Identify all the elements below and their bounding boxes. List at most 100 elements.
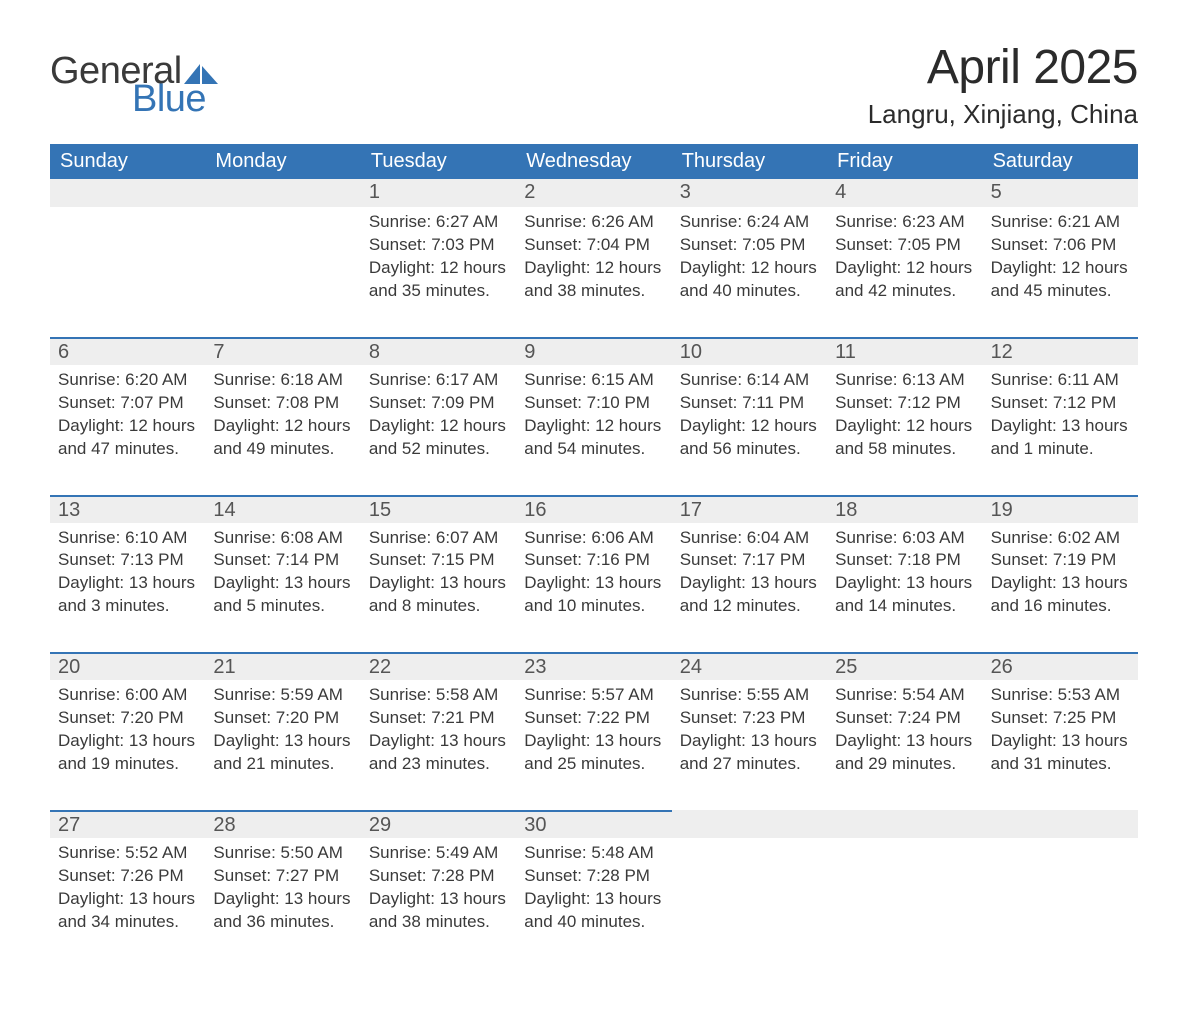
day-sunset-text: Sunset: 7:23 PM [680,707,819,730]
day-day1-text: Daylight: 13 hours [991,730,1130,753]
calendar-day: 8Sunrise: 6:17 AMSunset: 7:09 PMDaylight… [361,337,516,495]
calendar-day: 18Sunrise: 6:03 AMSunset: 7:18 PMDayligh… [827,495,982,653]
calendar-day: 21Sunrise: 5:59 AMSunset: 7:20 PMDayligh… [205,652,360,810]
day-day2-text: and 29 minutes. [835,753,974,776]
day-number-bar: 7 [205,337,360,365]
day-of-week-header: Wednesday [516,144,671,179]
day-day1-text: Daylight: 12 hours [835,415,974,438]
calendar-day: 1Sunrise: 6:27 AMSunset: 7:03 PMDaylight… [361,179,516,337]
day-sunset-text: Sunset: 7:14 PM [213,549,352,572]
day-sunset-text: Sunset: 7:28 PM [524,865,663,888]
day-day2-text: and 47 minutes. [58,438,197,461]
day-day1-text: Daylight: 12 hours [680,415,819,438]
day-sunset-text: Sunset: 7:21 PM [369,707,508,730]
calendar-day: 26Sunrise: 5:53 AMSunset: 7:25 PMDayligh… [983,652,1138,810]
calendar-day-blank [205,179,360,337]
day-sunrise-text: Sunrise: 6:18 AM [213,369,352,392]
day-details: Sunrise: 6:23 AMSunset: 7:05 PMDaylight:… [827,207,982,303]
calendar-day: 5Sunrise: 6:21 AMSunset: 7:06 PMDaylight… [983,179,1138,337]
day-details: Sunrise: 6:10 AMSunset: 7:13 PMDaylight:… [50,523,205,619]
calendar-day: 11Sunrise: 6:13 AMSunset: 7:12 PMDayligh… [827,337,982,495]
day-number-bar [983,810,1138,838]
day-sunrise-text: Sunrise: 5:53 AM [991,684,1130,707]
day-day1-text: Daylight: 12 hours [58,415,197,438]
day-number-bar: 26 [983,652,1138,680]
day-sunrise-text: Sunrise: 6:26 AM [524,211,663,234]
day-sunset-text: Sunset: 7:10 PM [524,392,663,415]
day-day2-text: and 49 minutes. [213,438,352,461]
day-sunrise-text: Sunrise: 6:21 AM [991,211,1130,234]
day-number-bar: 1 [361,179,516,207]
day-sunrise-text: Sunrise: 6:20 AM [58,369,197,392]
day-day1-text: Daylight: 13 hours [835,730,974,753]
day-day2-text: and 8 minutes. [369,595,508,618]
day-number-bar: 16 [516,495,671,523]
day-details: Sunrise: 6:17 AMSunset: 7:09 PMDaylight:… [361,365,516,461]
brand-logo: General Blue [50,40,218,118]
day-sunset-text: Sunset: 7:08 PM [213,392,352,415]
day-sunrise-text: Sunrise: 6:06 AM [524,527,663,550]
day-day2-text: and 16 minutes. [991,595,1130,618]
day-sunset-text: Sunset: 7:04 PM [524,234,663,257]
day-day1-text: Daylight: 13 hours [680,572,819,595]
calendar-day: 19Sunrise: 6:02 AMSunset: 7:19 PMDayligh… [983,495,1138,653]
day-day1-text: Daylight: 13 hours [58,730,197,753]
day-number-bar: 20 [50,652,205,680]
day-sunrise-text: Sunrise: 6:03 AM [835,527,974,550]
calendar-day: 13Sunrise: 6:10 AMSunset: 7:13 PMDayligh… [50,495,205,653]
day-day2-text: and 36 minutes. [213,911,352,934]
day-number-bar: 8 [361,337,516,365]
day-number-bar: 14 [205,495,360,523]
day-of-week-header: Monday [205,144,360,179]
day-day2-text: and 40 minutes. [524,911,663,934]
calendar-day: 24Sunrise: 5:55 AMSunset: 7:23 PMDayligh… [672,652,827,810]
day-day2-text: and 14 minutes. [835,595,974,618]
day-number-bar: 27 [50,810,205,838]
day-sunrise-text: Sunrise: 5:57 AM [524,684,663,707]
day-details: Sunrise: 6:21 AMSunset: 7:06 PMDaylight:… [983,207,1138,303]
day-day2-text: and 3 minutes. [58,595,197,618]
day-day1-text: Daylight: 12 hours [835,257,974,280]
day-day1-text: Daylight: 13 hours [369,730,508,753]
day-details: Sunrise: 5:54 AMSunset: 7:24 PMDaylight:… [827,680,982,776]
calendar-day: 14 Sunrise: 6:08 AMSunset: 7:14 PMDayligh… [205,495,360,653]
day-day2-text: and 21 minutes. [213,753,352,776]
day-number-bar: 22 [361,652,516,680]
day-sunset-text: Sunset: 7:12 PM [835,392,974,415]
day-day1-text: Daylight: 13 hours [369,572,508,595]
day-sunset-text: Sunset: 7:26 PM [58,865,197,888]
day-sunrise-text: Sunrise: 6:14 AM [680,369,819,392]
day-number-bar: 25 [827,652,982,680]
day-details: Sunrise: 6:27 AMSunset: 7:03 PMDaylight:… [361,207,516,303]
calendar-day: 25Sunrise: 5:54 AMSunset: 7:24 PMDayligh… [827,652,982,810]
day-details: Sunrise: 5:52 AMSunset: 7:26 PMDaylight:… [50,838,205,934]
day-day1-text: Daylight: 13 hours [213,888,352,911]
calendar-day: 6Sunrise: 6:20 AMSunset: 7:07 PMDaylight… [50,337,205,495]
day-number-bar [205,179,360,207]
day-day1-text: Daylight: 12 hours [680,257,819,280]
day-day2-text: and 38 minutes. [524,280,663,303]
day-day2-text: and 52 minutes. [369,438,508,461]
day-details: Sunrise: 6:18 AMSunset: 7:08 PMDaylight:… [205,365,360,461]
day-number-bar: 13 [50,495,205,523]
day-day2-text: and 10 minutes. [524,595,663,618]
day-day1-text: Daylight: 13 hours [213,572,352,595]
day-details: Sunrise: 6:06 AMSunset: 7:16 PMDaylight:… [516,523,671,619]
day-details: Sunrise: 5:53 AMSunset: 7:25 PMDaylight:… [983,680,1138,776]
day-details: Sunrise: 6:03 AMSunset: 7:18 PMDaylight:… [827,523,982,619]
day-details: Sunrise: 6:15 AMSunset: 7:10 PMDaylight:… [516,365,671,461]
day-day2-text: and 25 minutes. [524,753,663,776]
day-number-bar: 24 [672,652,827,680]
day-sunrise-text: Sunrise: 6:08 AM [213,527,352,550]
calendar-day: 23Sunrise: 5:57 AMSunset: 7:22 PMDayligh… [516,652,671,810]
day-number-bar: 21 [205,652,360,680]
day-number-bar: 18 [827,495,982,523]
day-day2-text: and 40 minutes. [680,280,819,303]
day-day2-text: and 1 minute. [991,438,1130,461]
calendar-day: 10Sunrise: 6:14 AMSunset: 7:11 PMDayligh… [672,337,827,495]
day-day2-text: and 34 minutes. [58,911,197,934]
day-sunrise-text: Sunrise: 5:52 AM [58,842,197,865]
calendar-grid: SundayMondayTuesdayWednesdayThursdayFrid… [50,144,1138,968]
day-sunrise-text: Sunrise: 6:02 AM [991,527,1130,550]
day-sunrise-text: Sunrise: 6:15 AM [524,369,663,392]
